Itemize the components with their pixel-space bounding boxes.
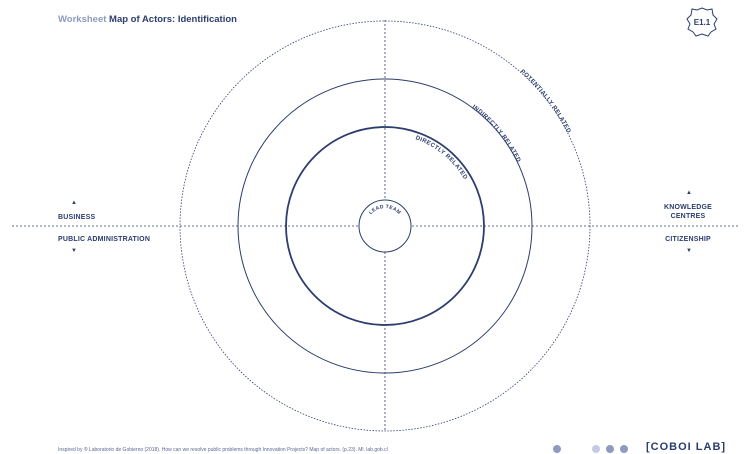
arrow-up-icon: ▲ — [71, 200, 77, 206]
ring-lead-team — [358, 199, 412, 253]
worksheet-code-badge: E1.1 — [686, 7, 718, 37]
worksheet-header: Worksheet Map of Actors: Identification — [58, 14, 237, 25]
ring-directly-related — [285, 126, 485, 326]
progress-dot — [620, 445, 628, 453]
footer-citation: Inspired by ® Laboratorio de Gobierno (2… — [58, 447, 388, 453]
badge-code: E1.1 — [693, 17, 711, 27]
ring-indirectly-related — [237, 78, 533, 374]
arrow-down-icon: ▼ — [686, 248, 692, 254]
ring-potentially-related — [179, 20, 591, 432]
label-indirectly-related: INDIRECTLY RELATED — [471, 104, 522, 163]
progress-dot — [592, 445, 600, 453]
worksheet-prefix: Worksheet — [58, 14, 107, 25]
arrow-up-icon: ▲ — [686, 190, 692, 196]
label-directly-related: DIRECTLY RELATED — [415, 135, 469, 181]
progress-dot — [553, 445, 561, 453]
quadrant-label-public-administration: PUBLIC ADMINISTRATION — [58, 236, 151, 243]
label-potentially-related: POTENTIALLY RELATED — [519, 69, 572, 135]
quadrant-label-business: BUSINESS — [58, 214, 96, 221]
worksheet-title: Map of Actors: Identification — [109, 14, 237, 25]
arrow-down-icon: ▼ — [71, 248, 77, 254]
progress-dot — [606, 445, 614, 453]
badge-seal-icon — [686, 7, 718, 37]
brand-logo: [COBOI LAB] — [646, 441, 727, 453]
quadrant-label-centres: CENTRES — [670, 213, 706, 220]
quadrant-label-knowledge: KNOWLEDGE — [663, 204, 713, 211]
quadrant-label-citizenship: CITIZENSHIP — [665, 236, 711, 243]
